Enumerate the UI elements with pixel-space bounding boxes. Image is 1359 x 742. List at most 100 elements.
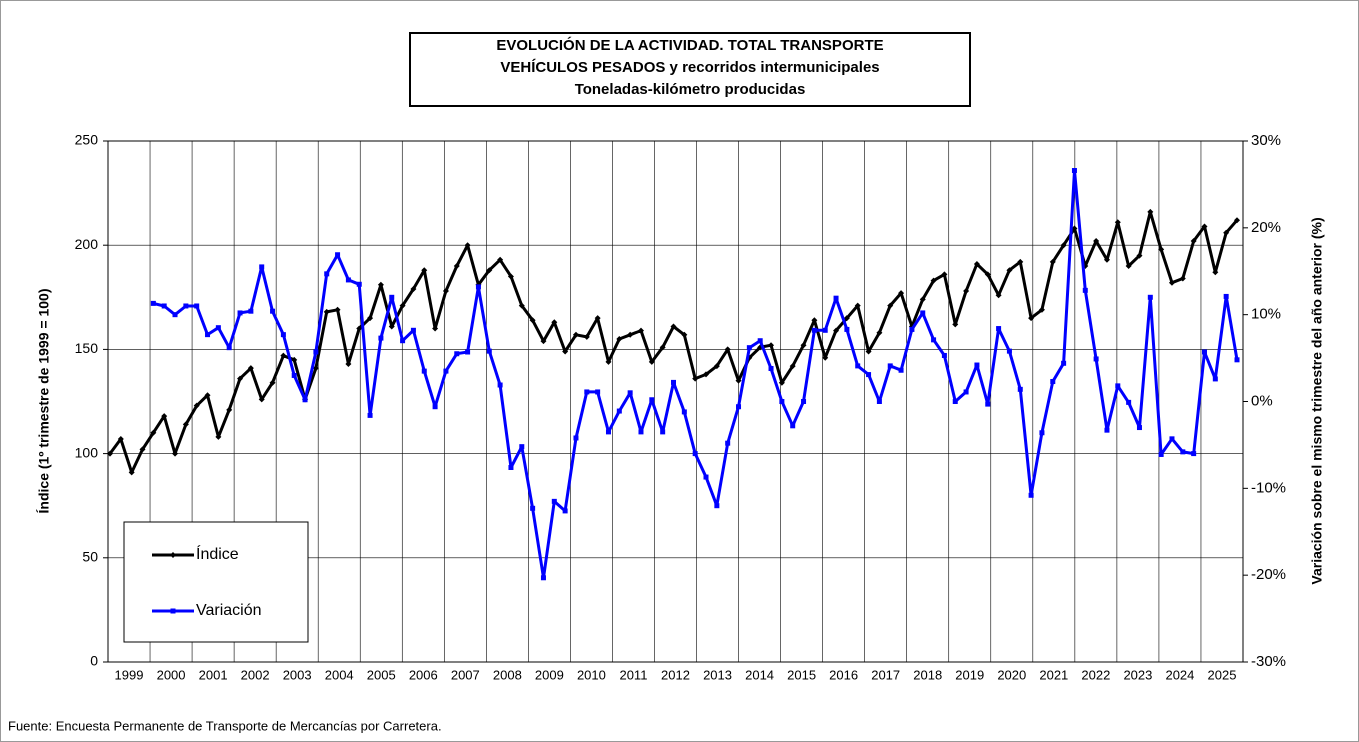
marker xyxy=(1104,427,1110,433)
marker xyxy=(540,338,547,345)
x-tick-label: 2020 xyxy=(997,667,1026,682)
x-tick-label: 2012 xyxy=(661,667,690,682)
y-tick-label: 100 xyxy=(75,444,99,460)
marker xyxy=(486,348,492,354)
x-tick-label: 2017 xyxy=(871,667,900,682)
marker xyxy=(1017,258,1024,265)
marker xyxy=(703,371,710,378)
marker xyxy=(464,242,471,249)
marker xyxy=(1201,349,1207,355)
legend-box xyxy=(123,521,309,643)
y-tick-label: 50 xyxy=(82,549,98,565)
marker xyxy=(1006,348,1012,354)
marker xyxy=(1039,430,1045,436)
marker xyxy=(399,302,406,309)
marker xyxy=(790,423,796,429)
marker xyxy=(1179,275,1186,282)
marker xyxy=(768,342,775,349)
marker xyxy=(172,312,178,318)
marker xyxy=(573,435,579,441)
marker xyxy=(1234,217,1240,224)
y2-tick-label: -30% xyxy=(1251,653,1286,670)
marker xyxy=(1115,383,1121,389)
y-tick-label: 250 xyxy=(75,132,99,148)
marker xyxy=(421,267,428,274)
marker xyxy=(1190,238,1197,245)
marker xyxy=(1234,357,1240,363)
x-tick-label: 2019 xyxy=(955,667,984,682)
marker xyxy=(616,335,623,342)
marker xyxy=(1169,436,1175,442)
y2-tick-label: -10% xyxy=(1251,479,1286,496)
marker xyxy=(876,399,882,404)
marker xyxy=(594,315,601,322)
marker xyxy=(1103,256,1110,263)
marker xyxy=(855,363,861,369)
marker xyxy=(865,348,872,355)
legend-marker xyxy=(170,608,176,614)
marker xyxy=(757,338,763,344)
marker xyxy=(801,399,807,404)
marker xyxy=(1049,258,1056,265)
marker xyxy=(648,358,655,365)
marker xyxy=(139,446,146,453)
x-tick-label: 2002 xyxy=(241,667,270,682)
x-tick-label: 2013 xyxy=(703,667,732,682)
marker xyxy=(497,382,503,388)
marker xyxy=(551,319,558,326)
marker xyxy=(205,332,211,338)
marker xyxy=(995,292,1002,299)
marker xyxy=(1060,242,1067,249)
marker xyxy=(194,303,200,309)
marker xyxy=(117,436,124,443)
marker xyxy=(671,379,676,385)
marker xyxy=(270,308,276,314)
marker xyxy=(248,308,254,314)
marker xyxy=(183,303,189,309)
marker xyxy=(1147,294,1153,300)
marker xyxy=(736,404,742,410)
marker xyxy=(1223,229,1230,236)
marker xyxy=(334,306,341,313)
x-tick-label: 2018 xyxy=(913,667,942,682)
marker xyxy=(974,362,980,368)
marker xyxy=(519,444,525,450)
marker xyxy=(595,389,601,395)
marker xyxy=(215,433,222,440)
marker xyxy=(1126,399,1132,405)
marker xyxy=(996,326,1002,332)
y-axis-title: Índice (1º trimestre de 1999 = 100) xyxy=(36,289,52,514)
marker xyxy=(627,331,634,338)
marker xyxy=(193,402,200,409)
marker xyxy=(735,377,742,384)
y2-axis-title: Variación sobre el mismo trimestre del a… xyxy=(1309,217,1325,584)
marker xyxy=(909,326,915,332)
marker xyxy=(931,337,937,343)
marker xyxy=(388,323,395,330)
chart-title: VEHÍCULOS PESADOS y recorridos intermuni… xyxy=(500,59,879,76)
marker xyxy=(584,389,590,395)
marker xyxy=(1158,246,1165,253)
marker xyxy=(670,323,677,330)
marker xyxy=(1114,219,1121,226)
marker xyxy=(453,263,460,270)
marker xyxy=(475,284,481,290)
x-tick-label: 2000 xyxy=(157,667,186,682)
marker xyxy=(605,358,612,365)
marker xyxy=(432,325,439,332)
x-tick-label: 2021 xyxy=(1039,667,1068,682)
marker xyxy=(866,372,872,378)
marker xyxy=(1191,451,1197,457)
marker xyxy=(182,421,189,428)
marker xyxy=(1071,168,1077,174)
x-tick-label: 2025 xyxy=(1208,667,1237,682)
y2-tick-label: 20% xyxy=(1251,219,1281,236)
marker xyxy=(844,326,850,332)
marker xyxy=(280,332,286,338)
marker xyxy=(432,404,438,410)
marker xyxy=(540,575,546,581)
marker xyxy=(898,290,905,297)
y2-tick-label: 0% xyxy=(1251,392,1273,409)
marker xyxy=(312,365,319,372)
marker xyxy=(659,344,666,351)
